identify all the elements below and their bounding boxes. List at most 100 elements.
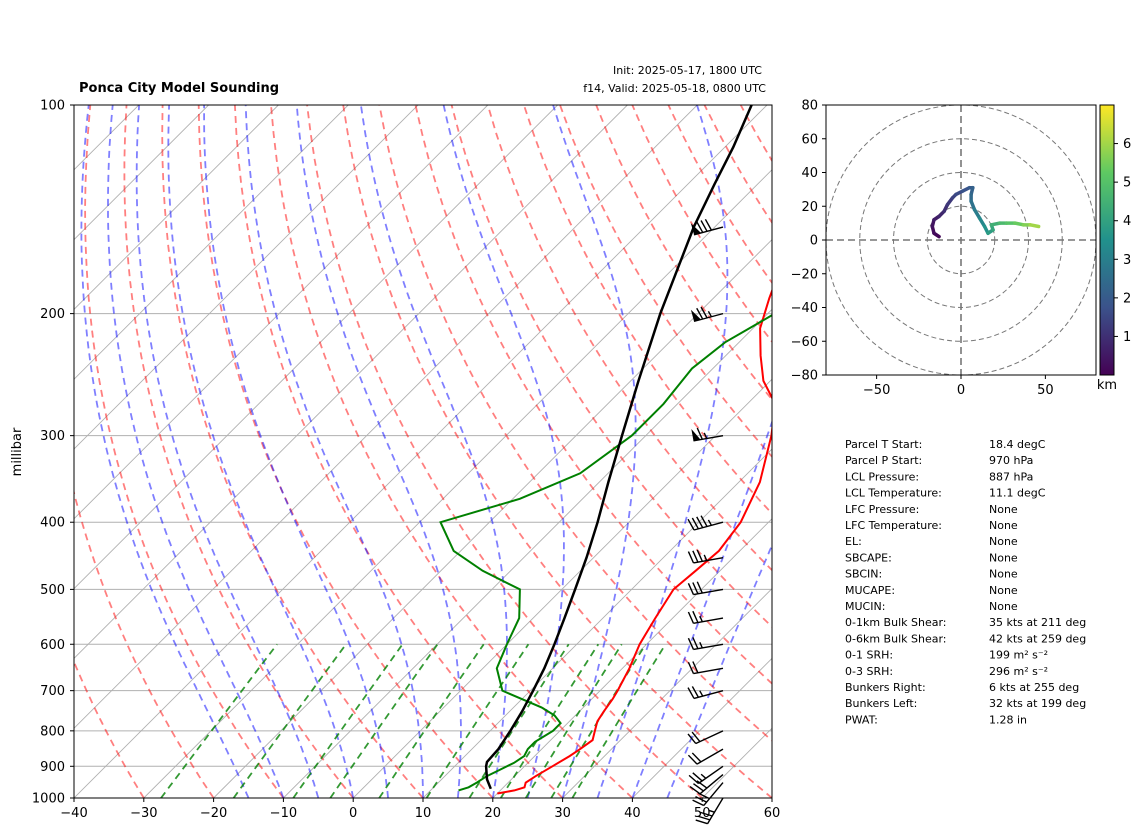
param-value: 32 kts at 199 deg	[989, 697, 1086, 710]
x-tick-label: 40	[624, 806, 641, 821]
mixing-ratio-line	[500, 643, 600, 798]
y-tick-label: 500	[40, 583, 65, 598]
y-tick-label: 300	[40, 429, 65, 444]
y-axis-label: millibar	[10, 427, 25, 476]
colorbar-tick-label: 2	[1123, 291, 1131, 306]
moist-adiabat	[80, 105, 250, 798]
y-tick-label: 600	[40, 638, 65, 653]
moist-adiabat	[107, 105, 285, 798]
param-value: 6 kts at 255 deg	[989, 681, 1079, 694]
hodo-y-tick-label: 60	[801, 132, 818, 147]
moist-adiabat	[203, 105, 389, 798]
hodo-y-tick-label: 40	[801, 166, 818, 181]
wind-barb	[687, 637, 724, 651]
isotherm	[74, 105, 209, 241]
dry-adiabat	[777, 105, 1142, 798]
param-value: 18.4 degC	[989, 438, 1046, 451]
wind-barb	[687, 549, 724, 564]
dry-adiabat	[667, 105, 772, 285]
hodo-y-tick-label: 0	[810, 234, 818, 249]
isotherm	[562, 587, 772, 798]
isotherm	[74, 105, 419, 450]
wind-barb	[687, 581, 724, 596]
moist-adiabat	[244, 105, 424, 798]
dry-adiabat	[849, 105, 1142, 798]
dry-adiabat	[595, 105, 772, 401]
dry-adiabat	[234, 105, 564, 798]
wind-barb	[687, 686, 724, 700]
hodo-x-tick-label: 50	[1037, 383, 1054, 398]
skewt-profiles	[439, 105, 772, 795]
param-label: PWAT:	[845, 713, 878, 726]
isotherm	[74, 105, 698, 729]
hodograph-rings	[826, 105, 1096, 375]
param-value: None	[989, 519, 1018, 532]
valid-time: f14, Valid: 2025-05-18, 0800 UTC	[583, 82, 766, 95]
mixing-ratio-line	[425, 643, 530, 798]
param-label: SBCAPE:	[845, 551, 892, 564]
dry-adiabat	[486, 105, 772, 572]
dry-adiabat	[523, 105, 772, 515]
wind-barb	[687, 610, 724, 624]
isotherm	[74, 105, 628, 660]
param-label: LFC Pressure:	[845, 503, 919, 516]
moist-adiabat	[442, 105, 565, 798]
skewt-ticks: −40 −30 −20 −10 0 10 20 30 40 50 60100200300400500…	[32, 99, 780, 822]
dry-adiabat	[84, 105, 285, 798]
isotherm	[352, 378, 772, 798]
dry-adiabat	[270, 105, 634, 798]
dry-adiabat	[378, 105, 772, 742]
x-tick-label: −20	[200, 806, 227, 821]
isotherm	[422, 448, 772, 798]
wind-barb	[687, 515, 724, 531]
isotherm	[74, 105, 489, 520]
wind-barb	[695, 797, 724, 825]
hodo-y-tick-label: −40	[791, 301, 818, 316]
param-value: None	[989, 584, 1018, 597]
dry-adiabat	[161, 105, 424, 798]
moist-adiabat	[596, 105, 729, 798]
wind-barb	[687, 661, 724, 675]
param-label: LFC Temperature:	[845, 519, 942, 532]
y-tick-label: 1000	[32, 792, 65, 807]
param-value: None	[989, 503, 1018, 516]
isotherm	[213, 238, 772, 798]
param-value: None	[989, 535, 1018, 548]
wind-barb	[687, 730, 724, 745]
isotherm	[74, 105, 768, 798]
moist-adiabat	[295, 105, 462, 798]
dewpoint-profile	[439, 314, 772, 792]
param-label: LCL Pressure:	[845, 470, 919, 483]
dry-adiabat	[197, 105, 494, 798]
mixing-ratio-line	[292, 643, 404, 798]
hodo-x-tick-label: −50	[863, 383, 890, 398]
colorbar-label: km	[1097, 378, 1117, 393]
param-label: Parcel T Start:	[845, 438, 922, 451]
dry-adiabat	[342, 105, 772, 798]
isotherm	[771, 797, 772, 798]
x-tick-label: 20	[485, 806, 502, 821]
height-colorbar	[1099, 104, 1115, 376]
skewt-panel: −40 −30 −20 −10 0 10 20 30 40 50 60100200300400500…	[10, 99, 1142, 825]
mixing-ratio-line	[550, 643, 647, 798]
colorbar-ticks: 1 2 3 4 5 6	[1114, 137, 1131, 345]
wind-barb	[691, 427, 724, 442]
isotherm	[283, 308, 772, 798]
param-value: None	[989, 551, 1018, 564]
moist-adiabat	[167, 105, 355, 798]
param-label: Parcel P Start:	[845, 454, 922, 467]
param-value: 199 m² s⁻²	[989, 649, 1048, 662]
param-label: 0-6km Bulk Shear:	[845, 632, 947, 645]
init-time: Init: 2025-05-17, 1800 UTC	[613, 64, 762, 77]
param-label: LCL Temperature:	[845, 487, 942, 500]
y-tick-label: 900	[40, 760, 65, 775]
wind-barb	[689, 773, 724, 795]
param-label: 0-3 SRH:	[845, 665, 893, 678]
param-label: 0-1 SRH:	[845, 649, 893, 662]
param-label: EL:	[845, 535, 862, 548]
isotherm	[74, 105, 558, 590]
x-tick-label: 10	[415, 806, 432, 821]
hodo-y-tick-label: 80	[801, 99, 818, 114]
param-value: 887 hPa	[989, 470, 1033, 483]
x-tick-label: 30	[554, 806, 571, 821]
